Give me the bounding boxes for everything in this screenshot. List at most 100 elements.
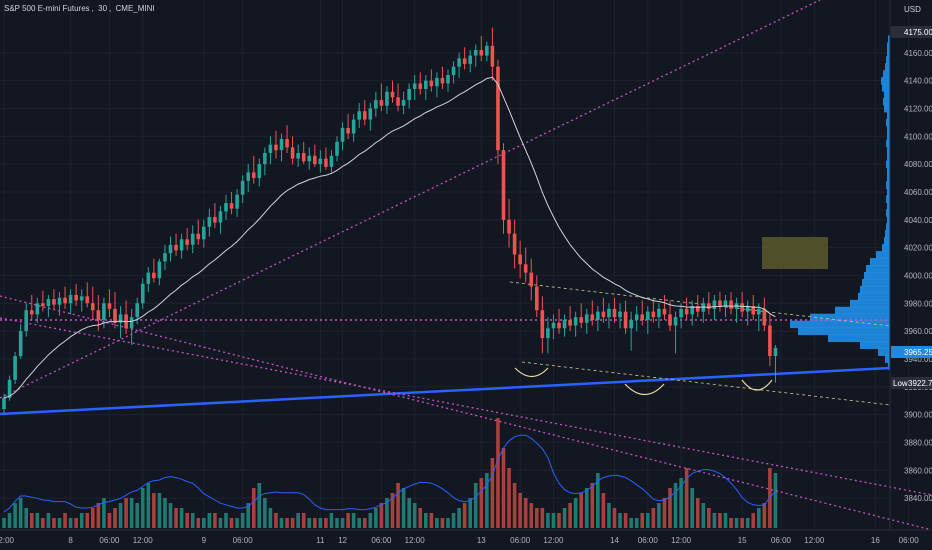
volume-profile-bar [828, 334, 890, 343]
volume-profile-bar [887, 111, 890, 120]
volume-bar [207, 513, 212, 528]
volume-bar [573, 498, 578, 528]
candle-body [535, 286, 539, 311]
candle-body [584, 314, 589, 323]
candle-body [357, 111, 361, 120]
ema-line [3, 76, 776, 399]
support-trendline [0, 366, 891, 416]
candle-body [401, 100, 406, 106]
candle-body [163, 253, 167, 262]
volume-bar [340, 518, 345, 528]
volume-bar [63, 513, 67, 528]
volume-bar [74, 518, 78, 528]
falling-dotted-trendline-1 [0, 295, 932, 531]
candle-body [107, 303, 112, 309]
volume-bar [246, 503, 250, 528]
x-tick-label: 13 [477, 536, 486, 545]
volume-bar [629, 518, 633, 528]
candle-body [307, 155, 312, 162]
candle-body [235, 194, 239, 209]
volume-bar [418, 508, 423, 528]
volume-bar [690, 488, 694, 528]
volume-bar [163, 498, 167, 528]
candle-body [290, 147, 295, 159]
volume-profile-bar [887, 188, 890, 196]
x-tick-label: 06:00 [99, 536, 120, 545]
candle-body [757, 308, 761, 315]
volume-bar [318, 518, 323, 528]
volume-profile-bar [798, 327, 890, 336]
volume-profile-bar [850, 299, 890, 308]
volume-bar [662, 498, 667, 528]
candle-body [285, 139, 289, 148]
volume-bar [540, 508, 545, 528]
candle-body [85, 296, 90, 304]
candle-body [202, 226, 206, 240]
volume-bar [601, 493, 606, 528]
candle-body [618, 311, 622, 318]
candle-body [301, 152, 306, 162]
volume-bar [135, 503, 139, 528]
candle-body [318, 158, 323, 165]
candle-body [651, 311, 656, 318]
volume-bar [646, 513, 650, 528]
volume-profile-bar [858, 292, 890, 301]
volume-profile-bar [860, 285, 890, 294]
volume-profile-layer [790, 35, 890, 370]
volume-bar [407, 498, 411, 528]
volume-bar [351, 513, 356, 528]
volume-bar [762, 503, 767, 528]
volume-bar [196, 518, 201, 528]
candle-body [540, 310, 545, 339]
volume-bar [612, 508, 617, 528]
candle-body [213, 216, 217, 223]
candle-body [596, 311, 600, 320]
candle-body [63, 297, 67, 304]
interval-label: 30 [98, 4, 108, 13]
x-tick-label: 06:00 [771, 536, 792, 545]
current-price-badge [891, 345, 932, 358]
volume-bar [496, 418, 500, 528]
candle-body [657, 308, 661, 318]
volume-bar [579, 493, 583, 528]
volume-bar [562, 508, 567, 528]
volume-profile-bar [887, 202, 890, 210]
candle-body [229, 203, 234, 209]
volume-bar [274, 513, 278, 528]
candle-body [673, 317, 678, 326]
volume-bar [18, 498, 23, 528]
y-tick-label: 4120.00 [904, 104, 932, 113]
volume-bar [590, 483, 595, 528]
volume-bar [118, 503, 123, 528]
candle-body [251, 172, 256, 179]
candle-body [512, 233, 517, 255]
candle-body [501, 150, 506, 220]
volume-bar [623, 513, 628, 528]
currency-label[interactable]: USD [904, 5, 921, 14]
volume-profile-bar [886, 118, 890, 127]
volume-bar [390, 493, 395, 528]
candle-body [429, 80, 434, 87]
volume-bar [507, 468, 511, 528]
x-tick-label: 16 [871, 536, 880, 545]
candle-body [313, 155, 317, 165]
volume-profile-bar [876, 251, 890, 259]
volume-bar [412, 503, 417, 528]
volume-bar [240, 513, 245, 528]
volume-bar [701, 503, 706, 528]
candle-body [324, 158, 328, 167]
candle-body [152, 272, 156, 279]
volume-bar [218, 518, 223, 528]
volume-profile-bar [886, 195, 890, 203]
volume-bar [723, 513, 728, 528]
symbol-name: S&P 500 E-mini Futures [4, 4, 90, 13]
candle-body [268, 144, 273, 153]
candle-body [146, 272, 151, 284]
low-price-value: 3922.75 [908, 379, 932, 388]
volume-profile-bar [886, 160, 890, 169]
candle-body [135, 303, 139, 318]
candle-body [129, 317, 134, 329]
volume-profile-bar [835, 306, 890, 315]
